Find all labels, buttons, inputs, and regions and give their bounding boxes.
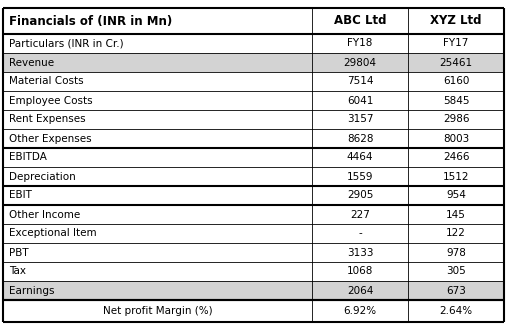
Text: 6041: 6041 bbox=[347, 95, 373, 106]
Text: 1068: 1068 bbox=[347, 267, 373, 277]
Bar bbox=[3, 167, 504, 186]
Text: 7514: 7514 bbox=[347, 77, 373, 86]
Text: Revenue: Revenue bbox=[9, 57, 54, 68]
Text: Other Income: Other Income bbox=[9, 210, 80, 219]
Text: -: - bbox=[358, 228, 362, 239]
Text: 2.64%: 2.64% bbox=[440, 306, 473, 316]
Text: Tax: Tax bbox=[9, 267, 26, 277]
Text: 673: 673 bbox=[446, 285, 466, 295]
Text: 1559: 1559 bbox=[347, 172, 373, 182]
Text: 305: 305 bbox=[446, 267, 466, 277]
Bar bbox=[3, 262, 504, 281]
Text: 8628: 8628 bbox=[347, 134, 373, 144]
Text: FY18: FY18 bbox=[347, 39, 373, 49]
Bar bbox=[3, 148, 504, 167]
Bar bbox=[3, 34, 504, 53]
Text: 954: 954 bbox=[446, 190, 466, 201]
Text: 6.92%: 6.92% bbox=[343, 306, 377, 316]
Bar bbox=[3, 243, 504, 262]
Text: 2905: 2905 bbox=[347, 190, 373, 201]
Text: 8003: 8003 bbox=[443, 134, 469, 144]
Bar bbox=[3, 72, 504, 91]
Bar bbox=[3, 91, 504, 110]
Text: Other Expenses: Other Expenses bbox=[9, 134, 92, 144]
Text: 5845: 5845 bbox=[443, 95, 469, 106]
Text: Material Costs: Material Costs bbox=[9, 77, 84, 86]
Text: 122: 122 bbox=[446, 228, 466, 239]
Text: 145: 145 bbox=[446, 210, 466, 219]
Text: Rent Expenses: Rent Expenses bbox=[9, 115, 86, 124]
Text: 227: 227 bbox=[350, 210, 370, 219]
Text: 2986: 2986 bbox=[443, 115, 469, 124]
Bar bbox=[3, 110, 504, 129]
Bar bbox=[3, 8, 504, 34]
Bar bbox=[3, 186, 504, 205]
Text: FY17: FY17 bbox=[443, 39, 468, 49]
Text: 3157: 3157 bbox=[347, 115, 373, 124]
Text: Particulars (INR in Cr.): Particulars (INR in Cr.) bbox=[9, 39, 124, 49]
Text: Net profit Margin (%): Net profit Margin (%) bbox=[103, 306, 212, 316]
Bar bbox=[3, 129, 504, 148]
Text: EBITDA: EBITDA bbox=[9, 152, 47, 162]
Text: 3133: 3133 bbox=[347, 248, 373, 257]
Bar bbox=[3, 224, 504, 243]
Text: ABC Ltd: ABC Ltd bbox=[334, 15, 386, 27]
Text: 4464: 4464 bbox=[347, 152, 373, 162]
Bar bbox=[3, 300, 504, 322]
Text: 2064: 2064 bbox=[347, 285, 373, 295]
Bar bbox=[3, 205, 504, 224]
Bar bbox=[3, 53, 504, 72]
Text: 25461: 25461 bbox=[440, 57, 473, 68]
Text: 6160: 6160 bbox=[443, 77, 469, 86]
Text: PBT: PBT bbox=[9, 248, 28, 257]
Text: 978: 978 bbox=[446, 248, 466, 257]
Text: EBIT: EBIT bbox=[9, 190, 32, 201]
Text: Financials of (INR in Mn): Financials of (INR in Mn) bbox=[9, 15, 172, 27]
Text: Exceptional Item: Exceptional Item bbox=[9, 228, 97, 239]
Bar bbox=[3, 281, 504, 300]
Text: Depreciation: Depreciation bbox=[9, 172, 76, 182]
Text: 1512: 1512 bbox=[443, 172, 469, 182]
Text: 29804: 29804 bbox=[344, 57, 377, 68]
Text: Earnings: Earnings bbox=[9, 285, 54, 295]
Text: Employee Costs: Employee Costs bbox=[9, 95, 93, 106]
Text: XYZ Ltd: XYZ Ltd bbox=[430, 15, 482, 27]
Text: 2466: 2466 bbox=[443, 152, 469, 162]
